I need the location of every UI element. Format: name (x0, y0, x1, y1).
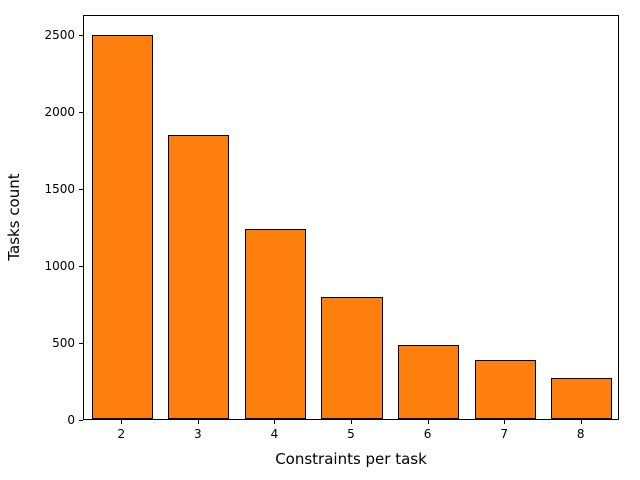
x-tick-mark (428, 420, 429, 424)
x-tick-mark (274, 420, 275, 424)
x-tick-mark (198, 420, 199, 424)
x-tick-label: 4 (270, 427, 279, 441)
x-tick-label: 6 (423, 427, 432, 441)
y-tick-mark (79, 112, 83, 113)
bar-6 (397, 345, 460, 419)
y-tick-mark (79, 266, 83, 267)
x-tick-label: 5 (347, 427, 355, 441)
x-axis-label: Constraints per task (275, 450, 427, 468)
bar-8 (551, 378, 613, 419)
bar-4 (244, 229, 307, 419)
x-tick-mark (504, 420, 505, 424)
x-tick-label: 2 (117, 427, 126, 441)
x-tick-label: 7 (500, 427, 508, 441)
y-tick-mark (79, 189, 83, 190)
y-tick-label: 500 (52, 336, 75, 350)
y-tick-mark (79, 420, 83, 421)
bar-2 (91, 35, 153, 419)
y-tick-label: 1000 (44, 259, 75, 273)
bar-7 (474, 360, 536, 419)
x-tick-mark (351, 420, 352, 424)
y-tick-mark (79, 35, 83, 36)
x-tick-mark (121, 420, 122, 424)
x-tick-mark (581, 420, 582, 424)
plot-area (83, 15, 619, 420)
y-tick-mark (79, 343, 83, 344)
y-tick-label: 2500 (44, 28, 75, 43)
x-tick-label: 8 (576, 427, 585, 441)
y-tick-label: 2000 (44, 105, 75, 119)
y-tick-label: 1500 (44, 182, 75, 196)
bar-3 (168, 135, 230, 419)
bar-5 (321, 297, 383, 419)
y-tick-label: 0 (67, 413, 75, 427)
x-tick-label: 3 (194, 427, 202, 441)
